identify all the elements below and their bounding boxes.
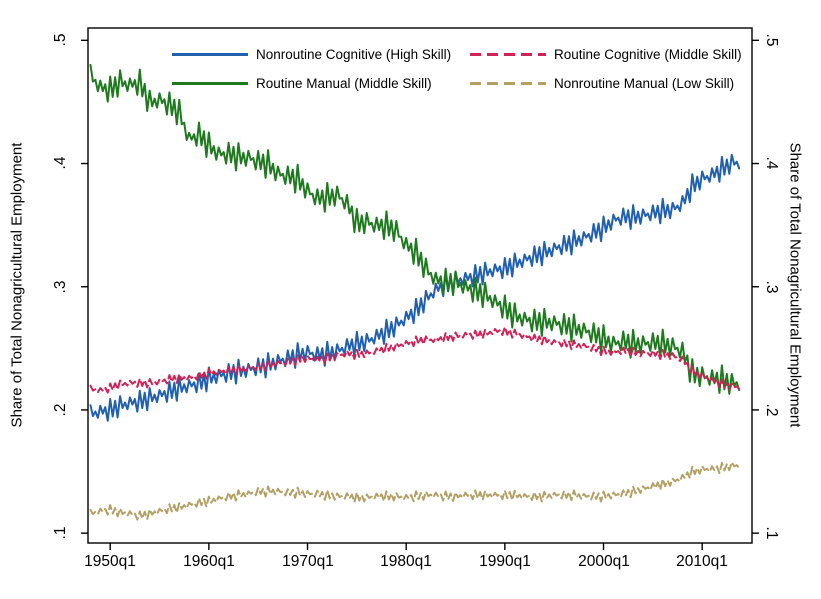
- legend-entry-nonroutine-manual: Nonroutine Manual (Low Skill): [470, 76, 760, 92]
- left-y-axis-title: Share of Total Nonagricultural Employmen…: [8, 142, 26, 428]
- series-line: [89, 461, 741, 521]
- y-tick-left-0.3: .3: [52, 280, 69, 294]
- legend-line-nonroutine-cognitive-icon: [172, 53, 248, 56]
- series-line: [89, 153, 741, 422]
- y-tick-right-0.3: .3: [763, 280, 780, 294]
- x-tick-1960q1: 1960q1: [183, 553, 235, 570]
- series-line: [89, 326, 741, 394]
- legend-entry-routine-cognitive: Routine Cognitive (Middle Skill): [470, 47, 760, 63]
- x-tick-1990q1: 1990q1: [479, 553, 531, 570]
- y-tick-right-0.2: .2: [763, 403, 780, 417]
- y-tick-left-0.5: .5: [52, 33, 69, 47]
- y-tick-left-0.2: .2: [52, 403, 69, 417]
- x-tick-1980q1: 1980q1: [380, 553, 432, 570]
- legend-entry-nonroutine-cognitive: Nonroutine Cognitive (High Skill): [172, 47, 462, 63]
- legend-line-routine-manual-icon: [172, 82, 248, 85]
- x-tick-2000q1: 2000q1: [578, 553, 630, 570]
- x-tick-1950q1: 1950q1: [84, 553, 136, 570]
- y-tick-left-0.4: .4: [52, 156, 69, 170]
- legend-label-routine-manual: Routine Manual (Middle Skill): [256, 76, 432, 91]
- legend-line-routine-cognitive-icon: [470, 53, 546, 56]
- y-tick-right-0.1: .1: [763, 526, 780, 540]
- legend-label-nonroutine-manual: Nonroutine Manual (Low Skill): [554, 76, 735, 91]
- right-y-axis-title: Share of Total Nonagricultural Employmen…: [786, 142, 804, 428]
- y-tick-right-0.4: .4: [763, 156, 780, 170]
- x-tick-1970q1: 1970q1: [282, 553, 334, 570]
- y-tick-right-0.5: .5: [763, 33, 780, 47]
- legend-label-routine-cognitive: Routine Cognitive (Middle Skill): [554, 47, 742, 62]
- x-tick-2010q1: 2010q1: [676, 553, 728, 570]
- y-tick-left-0.1: .1: [52, 526, 69, 540]
- legend-entry-routine-manual: Routine Manual (Middle Skill): [172, 76, 462, 92]
- legend-line-nonroutine-manual-icon: [470, 82, 546, 85]
- legend-label-nonroutine-cognitive: Nonroutine Cognitive (High Skill): [256, 47, 452, 62]
